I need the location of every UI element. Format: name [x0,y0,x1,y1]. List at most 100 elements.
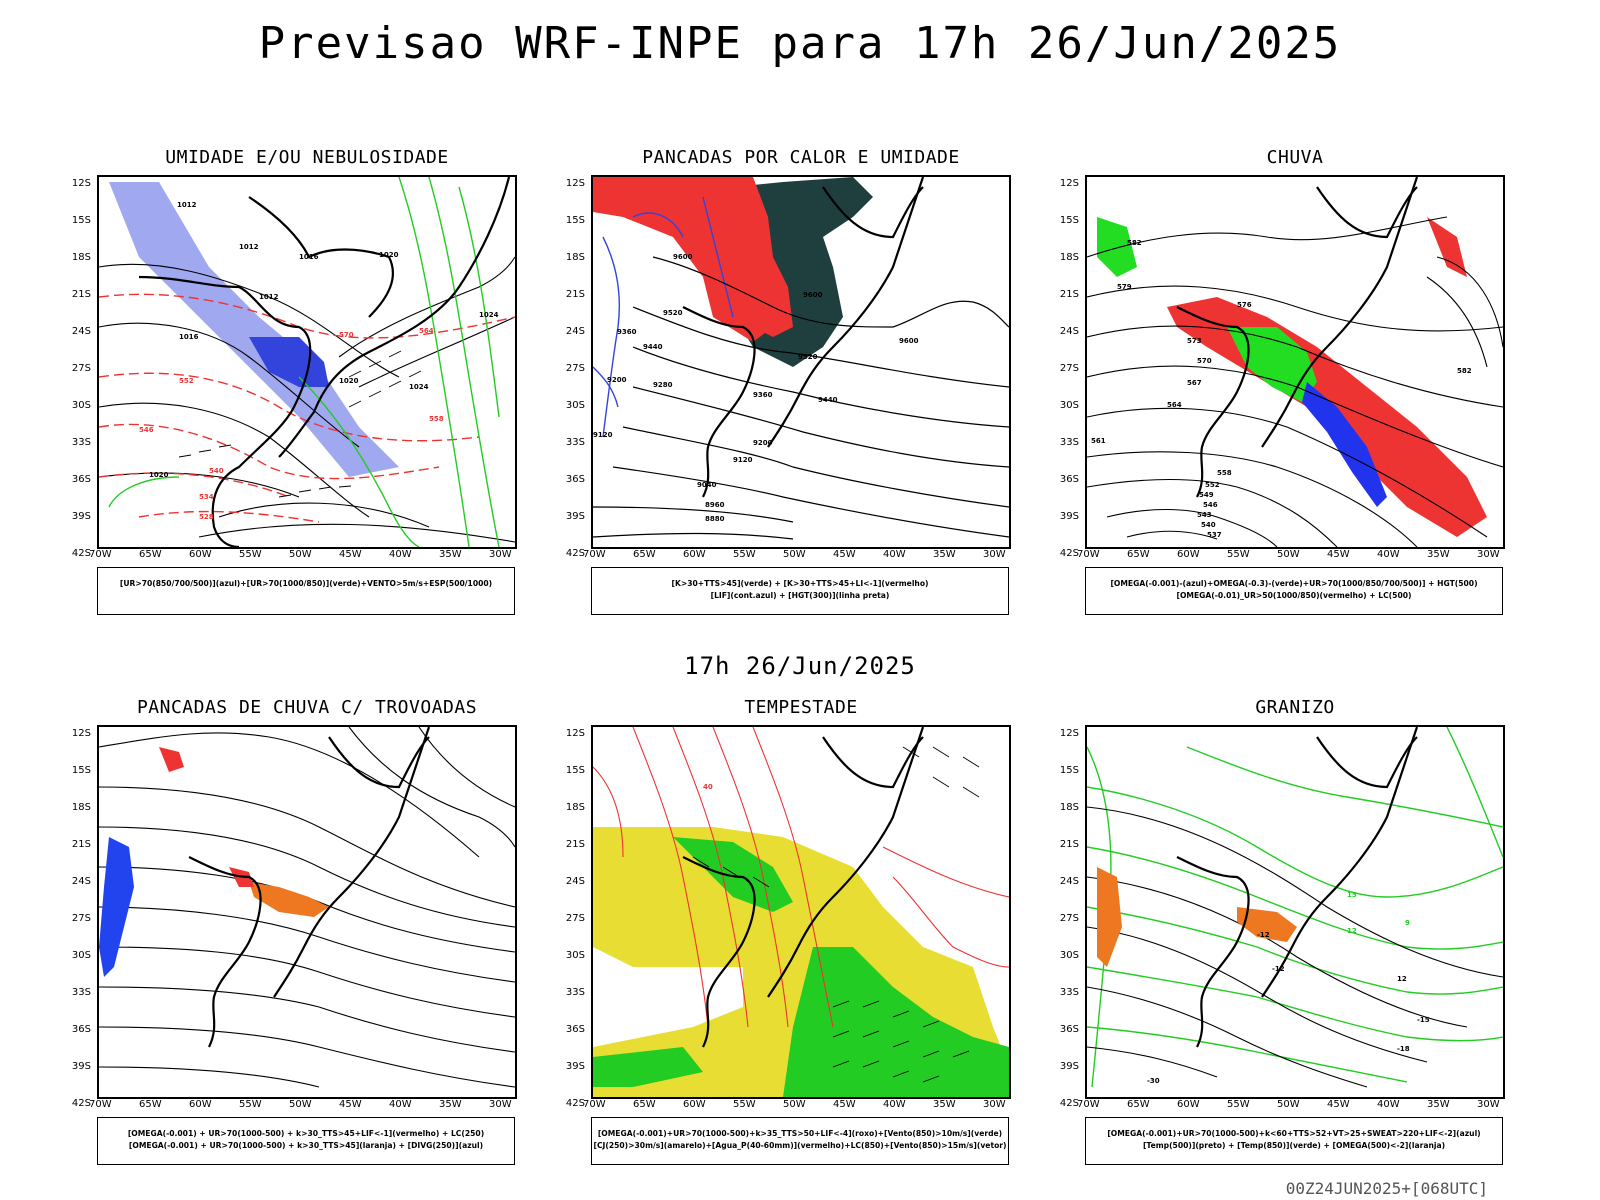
lat-tick-label: 21S [71,839,91,850]
state-border [822,186,924,239]
height-contour [1126,530,1218,540]
lon-tick-label: 50W [783,549,806,560]
lat-tick-label: 39S [71,1061,91,1072]
temp500-contour [1086,876,1468,1028]
streamline [98,946,516,1018]
height-contour [1436,256,1504,348]
temp500-contour [1086,1046,1218,1078]
height-contour [622,426,1010,508]
lon-tick-label: 30W [489,549,512,560]
lat-tick-label: 15S [1059,215,1079,226]
lat-tick-label: 12S [1059,178,1079,189]
map-pancadas-calor: 9600 9520 9520 9600 9440 9360 9360 9280 … [566,175,1011,560]
lifted-index-contour [592,366,619,408]
lat-tick-label: 27S [71,363,91,374]
contour-label: 9600 [899,337,919,345]
height-contour [1106,509,1278,548]
contour-label: 9040 [697,481,717,489]
panel-title: UMIDADE E/OU NEBULOSIDADE [165,147,449,168]
lat-tick-label: 24S [565,876,585,887]
lat-tick-label: 18S [1059,252,1079,263]
contour-label: 9120 [593,431,613,439]
contour-label: 9 [1405,919,1410,927]
contour-label: 576 [1237,301,1252,309]
contour-label: 546 [1203,501,1218,509]
contour-label: 1024 [479,311,499,319]
lat-tick-label: 39S [71,511,91,522]
temp850-contour [1186,746,1504,828]
lat-tick-label: 24S [71,876,91,887]
map-chuva: 582 579 576 573 570 567 564 561 558 552 … [1060,175,1505,560]
legend-box: [OMEGA(-0.001) + UR>70(1000-500) + k>30_… [97,1117,515,1165]
lat-tick-label: 42S [1059,548,1079,559]
contour-label: 9520 [798,353,818,361]
lat-tick-label: 15S [71,215,91,226]
legend-line: [OMEGA(-0.001)+UR>70(1000-500)+k<60+TTS>… [1107,1129,1481,1138]
lon-tick-label: 70W [89,549,112,560]
map-granizo: -12 -12 12 -15 -18 -30 15 12 9 12S 15S 18S… [1060,725,1505,1110]
legend-line: [OMEGA(-0.001) + UR>70(1000-500) + k>30_… [128,1141,484,1150]
temp850-contour [1086,786,1504,898]
contour-label: 564 [419,327,434,335]
lat-tick-label: 42S [71,1098,91,1109]
lon-tick-label: 55W [733,549,756,560]
lon-tick-label: 50W [1277,549,1300,560]
lon-tick-label: 70W [1077,1099,1100,1110]
lon-tick-label: 35W [933,549,956,560]
lat-tick-label: 21S [1059,839,1079,850]
legend-line: [LIF](cont.azul) + [HGT(300)](linha pret… [710,591,890,600]
humidity-contour [398,176,470,548]
contour-label: 552 [1205,481,1220,489]
height-contour [632,306,1010,388]
lon-tick-label: 30W [983,1099,1006,1110]
contour-label: -15 [1417,1016,1430,1024]
humidity-contour [428,176,500,548]
isobar [338,256,516,358]
lat-tick-label: 36S [565,474,585,485]
country-border [682,306,756,498]
temp850-contour [1446,726,1504,858]
lon-tick-label: 40W [1377,549,1400,560]
panel-title: GRANIZO [1255,697,1335,718]
lon-tick-label: 45W [1327,549,1350,560]
lat-tick-label: 42S [565,548,585,559]
lon-tick-label: 70W [89,1099,112,1110]
lat-tick-label: 36S [71,1024,91,1035]
lat-tick-label: 12S [1059,728,1079,739]
lon-tick-label: 65W [633,1099,656,1110]
temp850-contour [1086,906,1504,995]
contour-label: 15 [1347,891,1357,899]
lon-tick-label: 30W [489,1099,512,1110]
lat-tick-label: 27S [71,913,91,924]
state-border [328,736,430,789]
coastline [767,176,925,448]
lat-tick-label: 33S [1059,437,1079,448]
legend-line: [OMEGA(-0.001)+UR>70(1000-500)+k>35_TTS>… [597,1129,1003,1138]
humidity-band-dark [249,337,329,387]
contour-label: 12 [1397,975,1407,983]
lon-tick-label: 55W [1227,1099,1250,1110]
thunderstorm-area-red [159,747,184,772]
panel-title: PANCADAS POR CALOR E UMIDADE [642,147,960,168]
height-contour [1086,325,1504,408]
lat-tick-label: 21S [565,289,585,300]
omega-area-orange [1097,867,1122,967]
isobar [98,263,400,378]
temp850-contour [1086,966,1504,1042]
lat-tick-label: 15S [1059,765,1079,776]
temp500-contour [1086,986,1368,1088]
contour-label: 1012 [239,243,259,251]
contour-label: 528 [199,513,214,521]
lat-tick-label: 42S [565,1098,585,1109]
contour-label: 540 [1201,521,1216,529]
lon-tick-label: 45W [833,549,856,560]
contour-label: 546 [139,426,154,434]
contour-label: 543 [1197,511,1212,519]
legend-box: [OMEGA(-0.001)+UR>70(1000-500)+k>35_TTS>… [591,1117,1009,1165]
lat-tick-label: 24S [565,326,585,337]
lat-tick-label: 18S [1059,802,1079,813]
lon-tick-label: 45W [1327,1099,1350,1110]
lat-tick-label: 33S [71,437,91,448]
instability-area-red [703,277,773,342]
lon-tick-label: 70W [1077,549,1100,560]
